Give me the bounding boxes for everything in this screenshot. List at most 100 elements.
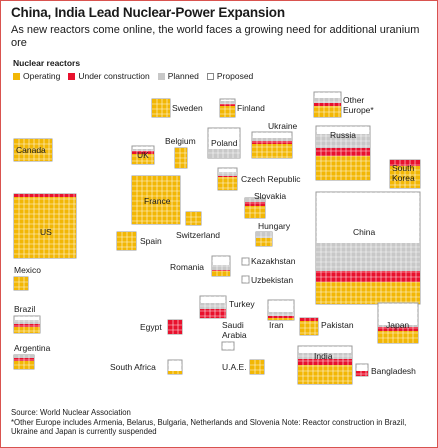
source-text: Source: World Nuclear Association [11, 408, 131, 417]
block-romania-pl [212, 265, 230, 270]
block-other-europe-pl [314, 98, 341, 103]
block-canada-op [14, 139, 52, 161]
label-ukraine: Ukraine [268, 121, 298, 131]
block-poland-pl [208, 149, 240, 158]
label-france: France [144, 196, 171, 206]
block-india-op [298, 365, 352, 384]
label-iran: Iran [269, 320, 284, 330]
source-note: Source: World Nuclear Association *Other… [11, 408, 429, 437]
block-czech-pl [218, 172, 237, 176]
label-china: China [353, 227, 376, 237]
block-uk-pl [132, 149, 154, 151]
block-slovakia-grid [245, 198, 265, 218]
block-saudi-arabia-frame [221, 341, 235, 351]
label-other-europe: Other Europe* [343, 95, 374, 115]
block-czech-uc [218, 176, 237, 177]
block-romania-uc [212, 270, 230, 271]
block-ukraine-grid [252, 132, 292, 158]
block-other-europe-op [314, 106, 341, 117]
label-south-korea: South Korea [392, 163, 415, 183]
block-mexico-op [14, 277, 28, 290]
legend-label-construction: Under construction [78, 71, 150, 81]
label-sweden: Sweden [172, 103, 203, 113]
legend-label-planned: Planned [167, 71, 199, 81]
label-uae: U.A.E. [222, 362, 247, 372]
block-bangladesh-uc [356, 371, 368, 376]
label-pakistan: Pakistan [321, 320, 354, 330]
block-uzbekistan-frame [241, 275, 250, 284]
block-south-africa-op [168, 371, 182, 374]
block-egypt-uc [168, 320, 182, 334]
block-sweden-op [152, 99, 170, 117]
block-other-europe-grid [314, 92, 341, 117]
block-china-grid [316, 192, 420, 304]
block-iran-uc [268, 316, 294, 318]
label-uk: UK [137, 150, 149, 160]
block-finland-grid [220, 99, 235, 117]
block-brazil-pl [14, 320, 40, 324]
block-spain-grid [117, 232, 136, 250]
label-india: India [314, 351, 333, 361]
block-kazakhstan-grid [242, 258, 249, 265]
block-canada-grid [14, 139, 52, 161]
label-slovakia: Slovakia [254, 191, 287, 201]
block-sweden-grid [152, 99, 170, 117]
label-mexico: Mexico [14, 265, 41, 275]
block-argentina-grid [14, 355, 34, 369]
block-south-korea-grid [390, 160, 420, 188]
block-switzerland-op [186, 212, 201, 225]
block-uk-op [132, 154, 154, 164]
label-uzbekistan: Uzbekistan [251, 275, 294, 285]
label-kazakhstan: Kazakhstan [251, 256, 296, 266]
block-poland-grid [208, 128, 240, 158]
block-india-grid [298, 346, 352, 384]
block-belgium-grid [175, 148, 187, 168]
label-japan: Japan [386, 320, 410, 330]
block-turkey-uc [200, 309, 226, 318]
chart-subtitle: As new reactors come online, the world f… [11, 24, 420, 49]
label-romania: Romania [170, 262, 205, 272]
legend-label-operating: Operating [23, 71, 61, 81]
block-egypt-grid [168, 320, 182, 334]
block-turkey-grid [200, 296, 226, 318]
block-iran-op [268, 318, 294, 320]
label-south-africa: South Africa [110, 362, 156, 372]
block-bangladesh-grid [356, 364, 368, 376]
block-uk-grid [132, 146, 154, 164]
label-canada: Canada [16, 145, 46, 155]
block-hungary-pl [256, 232, 272, 238]
block-brazil-op [14, 327, 40, 333]
block-japan-grid [378, 303, 418, 343]
legend-swatch-construction [68, 72, 76, 80]
block-saudi-arabia-grid [222, 342, 234, 350]
block-iran-pl [268, 312, 294, 316]
block-uae-grid [250, 360, 264, 374]
legend: Operating Under construction Planned Pro… [13, 71, 261, 81]
label-brazil: Brazil [14, 304, 36, 314]
block-us-grid [14, 194, 76, 258]
block-russia-uc [316, 148, 370, 156]
block-finland-uc [220, 104, 235, 106]
block-finland-op [220, 106, 235, 117]
block-china-uc [316, 271, 420, 282]
footnote-text: *Other Europe includes Armenia, Belarus,… [11, 417, 407, 437]
legend-label-proposed: Proposed [216, 71, 254, 81]
label-belgium: Belgium [165, 136, 196, 146]
block-mexico-grid [14, 277, 28, 290]
block-kazakhstan-frame [241, 257, 250, 266]
block-pakistan-uc [300, 318, 318, 321]
block-other-europe-uc [314, 103, 341, 106]
block-czech-grid [218, 168, 237, 190]
legend-title: Nuclear reactors [13, 58, 81, 68]
legend-item-operating: Operating [13, 71, 60, 81]
block-brazil-uc [14, 324, 40, 327]
block-south-africa-grid [168, 360, 182, 374]
block-uae-op [250, 360, 264, 374]
block-iran-grid [268, 300, 294, 320]
legend-swatch-planned [157, 72, 165, 80]
block-india-uc [298, 359, 352, 365]
label-us: US [40, 227, 52, 237]
label-spain: Spain [140, 236, 162, 246]
legend-swatch-operating [13, 72, 20, 80]
